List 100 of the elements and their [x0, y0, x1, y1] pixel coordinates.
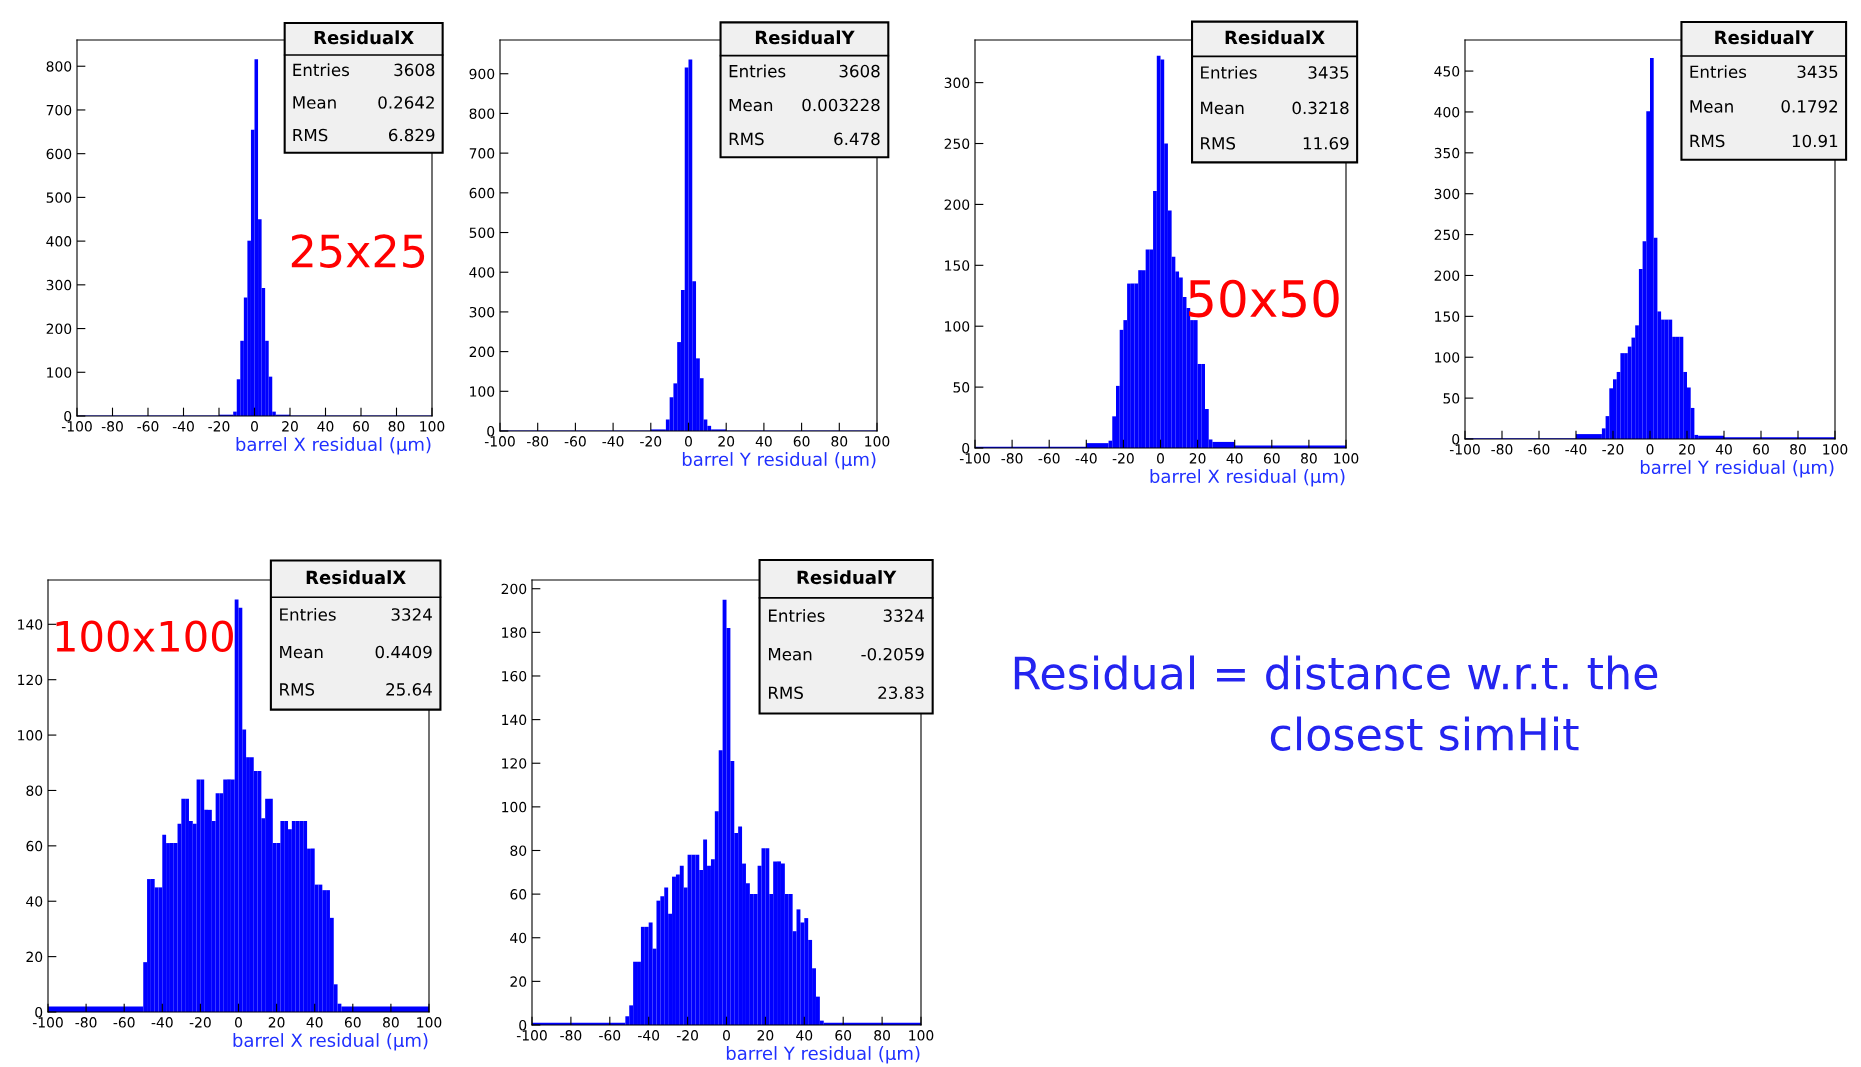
x-axis-title: barrel Y residual (µm) [682, 452, 876, 470]
x-tick-label: 100 [1823, 444, 1848, 455]
annotation: Entries [729, 64, 786, 78]
annotation: Mean [768, 648, 812, 661]
annotation: ResidualY [755, 30, 855, 45]
x-tick-label: 80 [388, 421, 405, 432]
y-tick-label: 20 [510, 976, 527, 987]
x-axis-title: barrel Y residual (µm) [1640, 460, 1834, 478]
annotation: Mean [729, 98, 773, 112]
annotation: Entries [293, 63, 350, 77]
x-tick-label: 100 [417, 1017, 442, 1028]
y-tick-label: 100 [47, 367, 72, 378]
x-tick-label: -40 [151, 1017, 173, 1028]
y-tick-label: 700 [469, 148, 495, 159]
y-tick-label: 50 [1443, 393, 1460, 404]
y-tick-label: 400 [46, 236, 72, 247]
x-tick-label: 0 [235, 1017, 242, 1028]
annotation: 6.829 [389, 128, 435, 142]
x-tick-label: 0 [1157, 453, 1164, 464]
x-tick-label: -60 [137, 421, 159, 432]
x-tick-label: -80 [527, 436, 549, 447]
y-tick-label: 100 [945, 321, 970, 332]
y-tick-label: 80 [510, 845, 527, 856]
x-axis-title: barrel X residual (µm) [233, 1033, 428, 1051]
annotation: ResidualX [306, 570, 406, 585]
y-tick-label: 100 [1435, 352, 1460, 363]
x-tick-label: -40 [172, 421, 194, 432]
x-tick-label: 20 [718, 436, 735, 447]
y-tick-label: 600 [469, 187, 495, 199]
y-tick-label: 160 [502, 670, 527, 682]
y-tick-label: 100 [18, 730, 43, 741]
y-tick-label: 450 [1434, 66, 1460, 77]
x-tick-label: 60 [1753, 444, 1769, 455]
x-tick-label: -100 [959, 453, 990, 464]
x-tick-label: 40 [796, 1030, 813, 1041]
x-tick-label: 60 [353, 421, 369, 432]
x-tick-label: -40 [602, 436, 624, 447]
annotation: -0.2059 [861, 647, 924, 661]
y-tick-label: 100 [502, 801, 527, 813]
y-tick-label: 200 [469, 346, 495, 358]
y-tick-label: 120 [18, 674, 43, 686]
x-tick-label: -100 [484, 436, 515, 447]
x-tick-label: 40 [1715, 444, 1732, 455]
annotation: 0.003228 [802, 98, 880, 112]
x-tick-label: -80 [1001, 453, 1023, 464]
annotation: ResidualY [1715, 30, 1815, 45]
x-tick-label: -60 [564, 436, 586, 447]
x-tick-label: -20 [1112, 453, 1134, 464]
x-tick-label: 40 [317, 421, 334, 432]
y-tick-label: 0 [35, 1006, 43, 1018]
y-tick-label: 60 [510, 889, 527, 900]
x-tick-label: -60 [599, 1030, 621, 1041]
x-tick-label: 80 [831, 436, 848, 447]
y-tick-label: 120 [502, 758, 527, 769]
y-tick-label: 140 [502, 714, 527, 726]
x-tick-label: 60 [344, 1017, 361, 1028]
y-tick-label: 300 [46, 279, 72, 291]
annotation: Entries [1201, 65, 1257, 79]
y-tick-label: 40 [510, 932, 527, 944]
y-tick-label: 20 [26, 951, 43, 963]
x-axis-title: barrel Y residual (µm) [726, 1046, 920, 1064]
x-tick-label: -60 [1528, 444, 1550, 455]
annotation: RMS [1201, 136, 1236, 150]
y-tick-label: 60 [26, 840, 43, 852]
x-tick-label: 100 [420, 421, 445, 432]
x-tick-label: -60 [1038, 453, 1060, 464]
annotation: 3435 [1797, 65, 1838, 79]
text: closest simHit [1270, 716, 1579, 751]
y-tick-label: 400 [1434, 106, 1460, 118]
y-tick-label: 150 [1435, 311, 1460, 322]
annotation: RMS [280, 683, 315, 696]
x-tick-label: 20 [268, 1017, 285, 1028]
x-axis-title: barrel X residual (µm) [236, 437, 431, 455]
x-tick-label: 100 [909, 1030, 934, 1041]
y-tick-label: 500 [469, 227, 495, 238]
x-tick-label: 40 [306, 1017, 323, 1028]
annotation: 3324 [391, 608, 432, 621]
annotation: 6.478 [834, 132, 880, 146]
y-tick-label: 40 [26, 896, 43, 907]
y-tick-label: 300 [944, 77, 970, 89]
y-tick-label: 180 [502, 627, 527, 638]
annotation: 50x50 [1189, 279, 1339, 318]
y-tick-label: 200 [46, 323, 72, 335]
x-tick-label: -80 [75, 1017, 97, 1028]
annotation: 23.83 [878, 686, 924, 700]
y-tick-label: 500 [46, 192, 72, 203]
x-tick-label: 100 [1334, 453, 1359, 464]
y-tick-label: 350 [1434, 147, 1460, 159]
y-tick-label: 900 [469, 68, 495, 80]
text: Residual = distance w.r.t. the [1014, 655, 1658, 690]
x-tick-label: 0 [723, 1030, 730, 1041]
x-tick-label: -20 [676, 1030, 699, 1041]
x-tick-label: 60 [793, 436, 810, 447]
annotation: Entries [1690, 65, 1747, 79]
annotation: Entries [280, 607, 336, 621]
x-tick-label: 80 [1790, 444, 1806, 455]
y-tick-label: 100 [470, 386, 495, 397]
y-tick-label: 700 [46, 104, 72, 116]
y-tick-label: 250 [944, 138, 970, 149]
y-tick-label: 600 [46, 148, 72, 160]
